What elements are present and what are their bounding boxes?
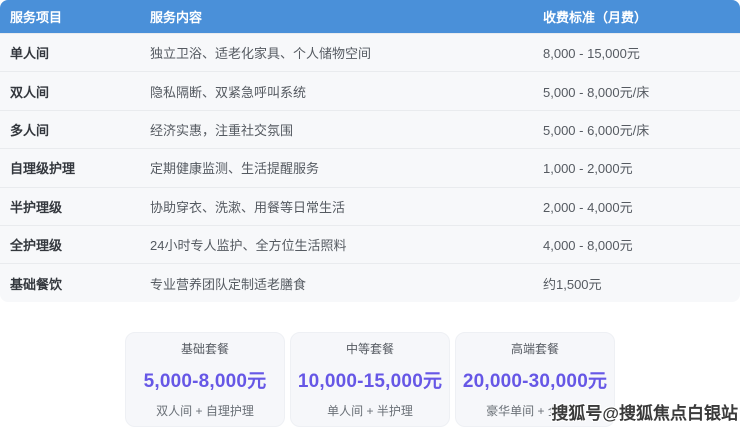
header-service-item: 服务项目 — [10, 10, 63, 25]
package-name: 中等套餐 — [345, 341, 394, 356]
sohu-watermark: 搜狐号@搜狐焦点白银站 — [551, 404, 738, 423]
row-item: 多人间 — [10, 122, 50, 138]
package-combo: 豪华单间 + 全护理 — [486, 403, 584, 418]
row-content: 24小时专人监护、全方位生活照料 — [150, 238, 347, 254]
package-card-medium: 中等套餐 10,000-15,000元 单人间 + 半护理 — [290, 331, 450, 427]
row-content: 独立卫浴、适老化家具、个人储物空间 — [150, 46, 372, 62]
row-content: 经济实惠，注重社交氛围 — [150, 122, 294, 138]
table-row: 自理级护理 定期健康监测、生活提醒服务 1,000 - 2,000元 — [0, 148, 740, 187]
package-price: 5,000-8,000元 — [143, 370, 267, 392]
package-price: 10,000-15,000元 — [297, 370, 443, 392]
row-content: 协助穿衣、洗漱、用餐等日常生活 — [150, 199, 346, 215]
service-price-table: 服务项目 服务内容 收费标准（月费） 单人间 独立卫浴、适老化家具、个人储物空间… — [0, 0, 740, 302]
header-fee-standard: 收费标准（月费） — [543, 10, 648, 25]
row-item: 全护理级 — [10, 238, 63, 254]
table-row: 全护理级 24小时专人监护、全方位生活照料 4,000 - 8,000元 — [0, 224, 740, 264]
row-price: 约1,500元 — [543, 276, 602, 292]
row-content: 隐私隔断、双紧急呼叫系统 — [150, 84, 307, 100]
package-combo: 单人间 + 半护理 — [327, 403, 413, 418]
row-content: 定期健康监测、生活提醒服务 — [150, 161, 320, 177]
table-header-row: 服务项目 服务内容 收费标准（月费） — [0, 0, 740, 33]
row-price: 2,000 - 4,000元 — [543, 199, 633, 215]
row-item: 双人间 — [10, 84, 50, 100]
package-card-basic: 基础套餐 5,000-8,000元 双人间 + 自理护理 — [125, 331, 285, 427]
row-item: 单人间 — [10, 46, 50, 62]
header-service-content: 服务内容 — [150, 10, 203, 25]
package-price: 20,000-30,000元 — [462, 370, 608, 392]
package-cards: 基础套餐 5,000-8,000元 双人间 + 自理护理 中等套餐 10,000… — [0, 331, 740, 427]
table-row: 基础餐饮 专业营养团队定制适老膳食 约1,500元 — [0, 263, 740, 302]
table-row: 双人间 隐私隔断、双紧急呼叫系统 5,000 - 8,000元/床 — [0, 71, 740, 110]
row-content: 专业营养团队定制适老膳食 — [150, 276, 307, 292]
row-price: 5,000 - 8,000元/床 — [543, 84, 650, 100]
row-price: 5,000 - 6,000元/床 — [543, 122, 650, 138]
table-row: 多人间 经济实惠，注重社交氛围 5,000 - 6,000元/床 — [0, 109, 740, 149]
package-name: 高端套餐 — [510, 341, 559, 356]
package-card-premium: 高端套餐 20,000-30,000元 豪华单间 + 全护理 — [455, 331, 615, 427]
row-item: 自理级护理 — [10, 161, 76, 177]
package-combo: 双人间 + 自理护理 — [156, 403, 254, 418]
row-price: 8,000 - 15,000元 — [543, 46, 640, 62]
row-price: 1,000 - 2,000元 — [543, 161, 633, 177]
table-row: 半护理级 协助穿衣、洗漱、用餐等日常生活 2,000 - 4,000元 — [0, 186, 740, 225]
table-row: 单人间 独立卫浴、适老化家具、个人储物空间 8,000 - 15,000元 — [0, 33, 740, 72]
row-price: 4,000 - 8,000元 — [543, 238, 633, 254]
package-name: 基础套餐 — [180, 341, 229, 356]
row-item: 基础餐饮 — [10, 276, 63, 292]
row-item: 半护理级 — [10, 199, 63, 215]
